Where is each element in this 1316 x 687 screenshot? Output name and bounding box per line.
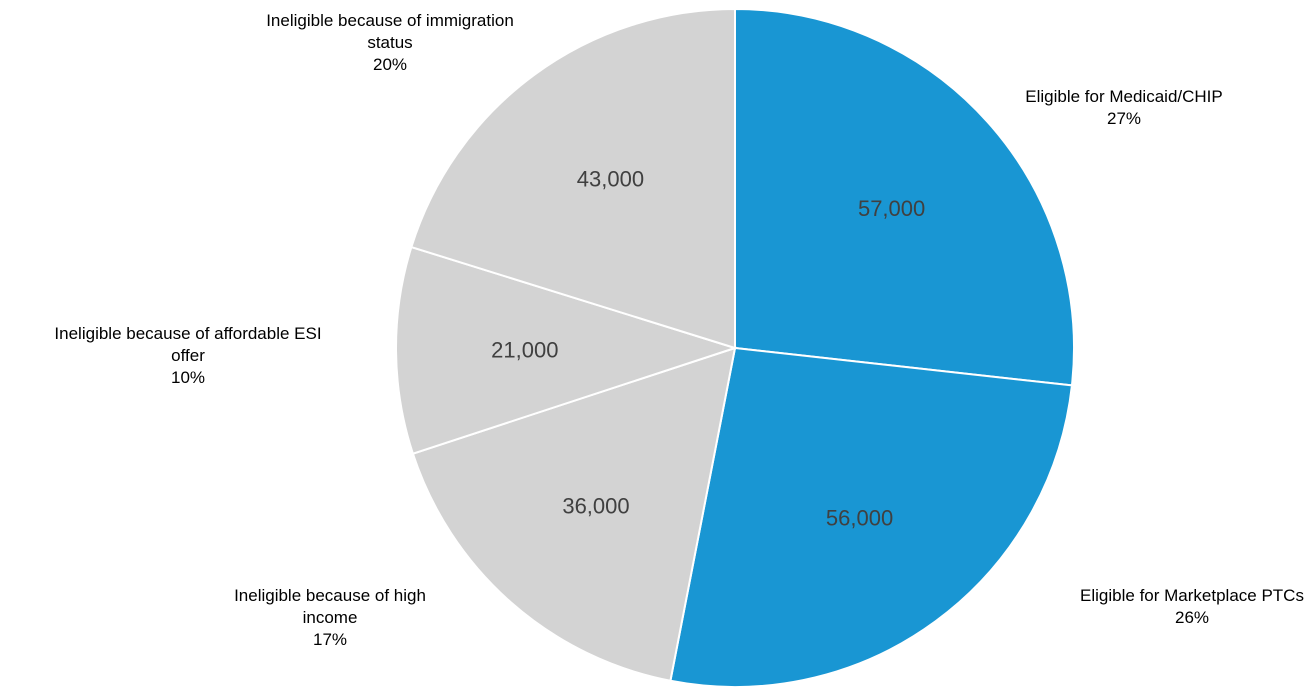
slice-category-line: Ineligible because of immigration bbox=[266, 11, 514, 30]
slice-category-label: Ineligible because of affordable ESI offe… bbox=[54, 324, 321, 387]
slice-value-label: 56,000 bbox=[826, 505, 893, 530]
slice-category-line: Eligible for Medicaid/CHIP bbox=[1025, 87, 1222, 106]
slice-percent-label: 10% bbox=[171, 368, 205, 387]
slice-value-label: 43,000 bbox=[577, 167, 644, 192]
slice-percent-label: 26% bbox=[1175, 608, 1209, 627]
slice-category-line: income bbox=[303, 608, 358, 627]
pie-slice bbox=[395, 245, 739, 455]
slice-category-line: offer bbox=[171, 346, 205, 365]
pie-slice bbox=[734, 7, 1075, 387]
slice-value-label: 21,000 bbox=[491, 338, 558, 363]
pie-slice bbox=[410, 7, 736, 350]
slice-percent-label: 17% bbox=[313, 630, 347, 649]
value-labels: 57,000 56,000 36,000 21,000 43,000 bbox=[491, 167, 925, 531]
slice-category-label: Eligible for Marketplace PTCs 26% bbox=[1080, 586, 1304, 627]
slice-category-line: Ineligible because of high bbox=[234, 586, 426, 605]
slice-category-line: Eligible for Marketplace PTCs bbox=[1080, 586, 1304, 605]
slice-category-label: Ineligible because of immigration status 2… bbox=[266, 11, 514, 74]
slice-percent-label: 27% bbox=[1107, 109, 1141, 128]
pie-slice bbox=[411, 346, 737, 682]
category-labels: Eligible for Medicaid/CHIP 27%Eligible fo… bbox=[54, 11, 1304, 649]
slice-category-line: Ineligible because of affordable ESI bbox=[54, 324, 321, 343]
slice-category-label: Eligible for Medicaid/CHIP 27% bbox=[1025, 87, 1222, 128]
slice-value-label: 57,000 bbox=[858, 196, 925, 221]
slice-value-label: 36,000 bbox=[562, 494, 629, 519]
slice-category-label: Ineligible because of high income 17% bbox=[234, 586, 426, 649]
slice-percent-label: 20% bbox=[373, 55, 407, 74]
pie-slices bbox=[395, 7, 1075, 687]
slice-category-line: status bbox=[367, 33, 412, 52]
